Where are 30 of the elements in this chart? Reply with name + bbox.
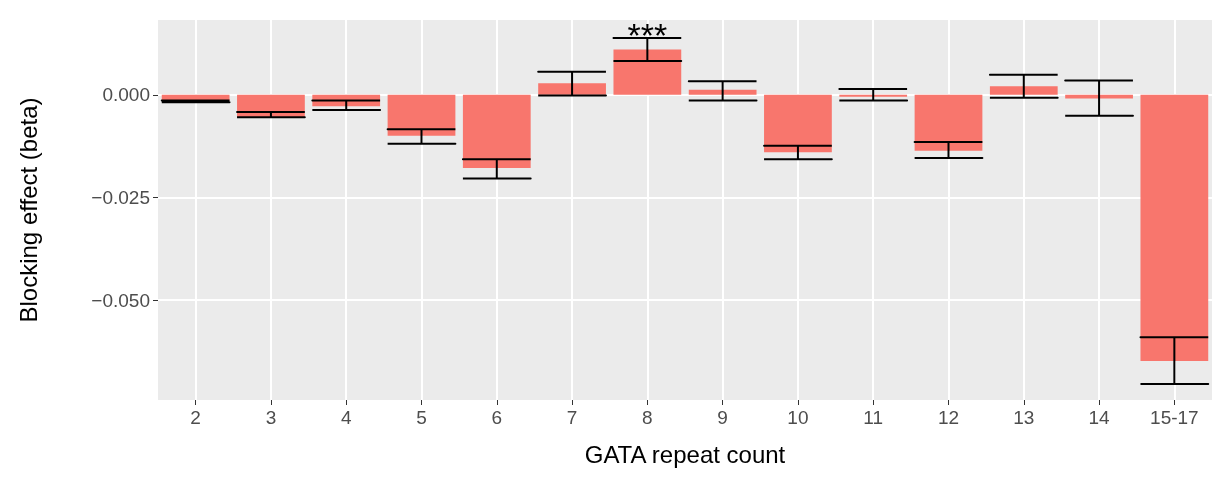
- x-tick-label: 3: [265, 407, 277, 428]
- x-tick-label: 8: [642, 407, 653, 428]
- x-tick-label: 6: [491, 407, 503, 428]
- bar: [914, 94, 983, 151]
- bar: [462, 94, 531, 168]
- x-tick-label: 15-17: [1150, 407, 1199, 428]
- y-tick-label: −0.025: [91, 186, 150, 208]
- bar: [613, 49, 682, 95]
- x-tick-label: 9: [717, 407, 728, 428]
- x-tick-label: 11: [863, 407, 884, 428]
- annotation: ***: [627, 16, 668, 55]
- bar: [688, 89, 757, 95]
- bar: [387, 94, 456, 136]
- bar: [538, 83, 606, 95]
- y-tick-label: 0.000: [102, 84, 150, 106]
- x-tick-label: 2: [190, 407, 201, 428]
- x-tick-label: 5: [416, 407, 427, 428]
- x-tick-label: 4: [340, 407, 352, 428]
- x-tick-label: 14: [1088, 407, 1111, 428]
- bar: [839, 94, 908, 97]
- x-tick-label: 13: [1013, 407, 1035, 428]
- y-axis-title: Blocking effect (beta): [14, 97, 42, 323]
- x-tick-label: 7: [566, 407, 578, 428]
- bar: [989, 86, 1058, 95]
- x-tick-label: 10: [787, 407, 809, 428]
- x-axis-title: GATA repeat count: [584, 440, 786, 468]
- bar: [1140, 94, 1209, 361]
- x-tick-label: 12: [937, 407, 960, 428]
- y-tick-label: −0.050: [91, 289, 150, 311]
- bar: [764, 94, 832, 153]
